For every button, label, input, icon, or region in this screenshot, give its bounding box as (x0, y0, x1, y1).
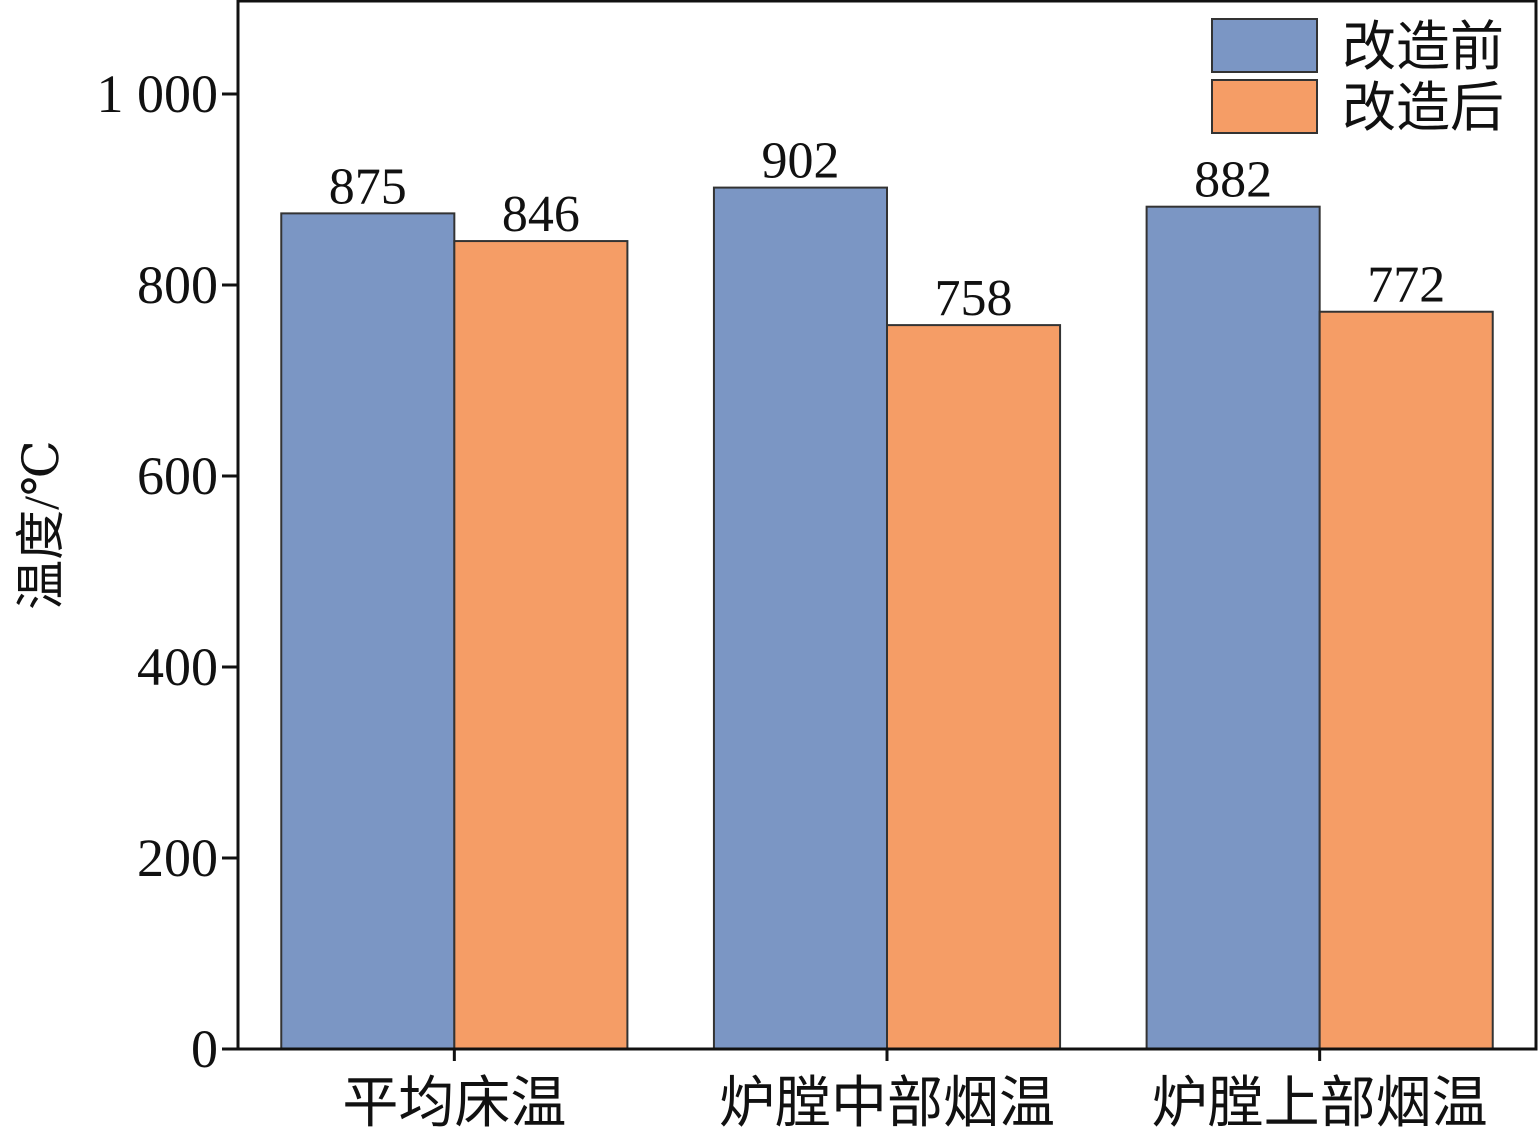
bar-after (886, 324, 1062, 1050)
legend-swatch (1211, 18, 1318, 73)
y-tick-label: 0 (191, 1019, 218, 1079)
bar-after (1318, 310, 1494, 1050)
y-axis: 0 200 400 600 800 1 000 (97, 64, 238, 1079)
data-label: 875 (329, 158, 407, 215)
bar-before (280, 212, 456, 1050)
y-tick-label: 400 (137, 637, 218, 697)
data-label: 882 (1194, 152, 1272, 209)
legend-swatch (1211, 79, 1318, 134)
data-label: 758 (935, 270, 1013, 327)
data-label: 902 (761, 133, 839, 190)
bar-after (453, 240, 629, 1050)
y-tick-label: 1 000 (97, 64, 219, 124)
legend-label: 改造前 (1342, 17, 1504, 77)
x-axis: 平均床温 炉膛中部烟温 炉膛上部烟温 (342, 1049, 1488, 1129)
data-labels-layer: 875 846 902 758 882 772 (329, 133, 1445, 328)
y-axis-label: 温度/℃ (13, 440, 69, 610)
x-tick-label: 炉膛中部烟温 (719, 1073, 1055, 1129)
x-tick-label: 平均床温 (342, 1073, 566, 1129)
bar-before (1145, 205, 1321, 1050)
data-label: 772 (1367, 257, 1445, 314)
bar-before (712, 186, 889, 1050)
y-tick-label: 600 (137, 446, 218, 506)
y-tick-label: 800 (137, 255, 218, 315)
x-tick-label: 炉膛上部烟温 (1152, 1073, 1488, 1129)
y-tick-label: 200 (137, 828, 218, 888)
data-label: 846 (502, 186, 580, 243)
bars-layer (280, 186, 1494, 1050)
legend-label: 改造后 (1342, 78, 1504, 138)
